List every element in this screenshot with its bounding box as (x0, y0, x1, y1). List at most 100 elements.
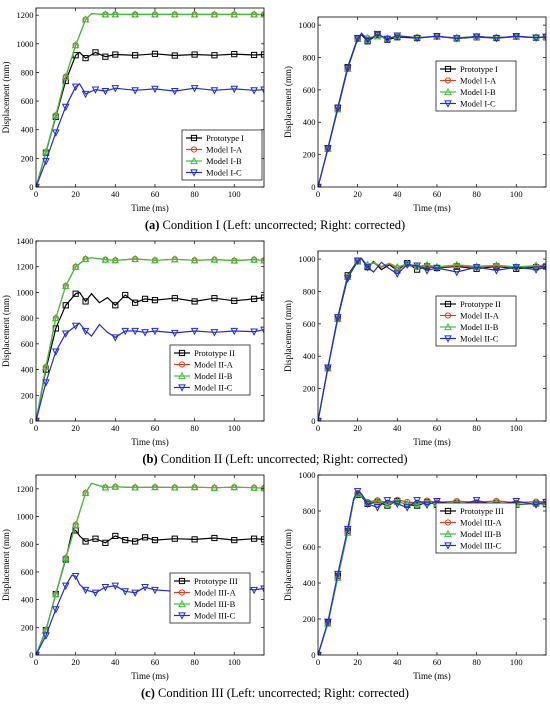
series-point (210, 255, 219, 263)
y-tick-label: 1000 (299, 20, 316, 30)
legend-label: Model III-A (194, 588, 237, 598)
series-point (353, 488, 362, 496)
y-tick-label: 400 (303, 578, 316, 588)
series-point (111, 334, 120, 342)
y-tick-label: 1000 (17, 512, 34, 522)
series-point (413, 499, 421, 508)
series-point (542, 498, 546, 507)
y-tick-label: 1400 (17, 236, 34, 246)
legend-label: Model II-C (460, 334, 499, 344)
legend-swatch-marker (444, 312, 452, 319)
series-point (423, 497, 431, 504)
x-tick-label: 20 (353, 423, 362, 433)
x-tick-label: 0 (34, 423, 38, 433)
legend-swatch-marker (178, 612, 186, 620)
x-tick-label: 100 (228, 423, 241, 433)
series-point (131, 483, 139, 491)
legend-label: Prototype II (460, 299, 501, 309)
series-point (122, 291, 129, 299)
y-tick-label: 1000 (17, 287, 34, 297)
series-point (231, 297, 238, 304)
series-point (92, 49, 99, 56)
x-tick-label: 20 (71, 423, 80, 433)
legend-swatch-marker (178, 361, 186, 368)
x-tick-label: 80 (472, 657, 481, 667)
series-point (383, 497, 392, 505)
legend-swatch-marker (190, 156, 198, 165)
series-point (260, 585, 264, 593)
series-point (210, 329, 219, 337)
y-tick-label: 0 (311, 650, 315, 660)
series-point (472, 33, 481, 41)
series-line (36, 257, 264, 421)
series-point (343, 525, 352, 534)
series-point (61, 72, 70, 80)
series-point (532, 498, 540, 507)
y-tick-label: 600 (303, 542, 316, 552)
series-point (472, 497, 481, 505)
series-line (318, 257, 546, 421)
plot-frame (35, 7, 265, 188)
legend-swatch-marker (444, 507, 452, 515)
series-point (250, 586, 258, 595)
series-point (472, 264, 481, 272)
series-point (151, 327, 159, 336)
x-tick-label: 20 (71, 657, 80, 667)
series-point (532, 261, 540, 269)
series-point (61, 553, 70, 562)
legend-swatch-marker (178, 384, 186, 392)
series-point (492, 267, 501, 275)
series-point (250, 255, 258, 263)
caption-a: (a) Condition I (Left: uncorrected; Righ… (0, 218, 550, 233)
y-tick-label: 800 (21, 313, 34, 323)
series-point (532, 266, 540, 274)
plot-frame (317, 474, 547, 656)
series-point (393, 500, 402, 509)
legend-swatch-marker (444, 100, 452, 108)
x-axis-label: Time (ms) (413, 203, 450, 213)
series-point (512, 33, 521, 41)
series-point (81, 586, 90, 595)
x-tick-label: 80 (190, 657, 199, 667)
series-point (61, 582, 70, 591)
series-model-iii-b (36, 482, 264, 655)
legend-swatch-marker (444, 542, 452, 550)
series-line (318, 32, 546, 187)
legend-label: Model II-B (460, 322, 499, 332)
y-axis-label: Displacement (mm) (1, 529, 11, 601)
series-point (363, 264, 372, 272)
y-tick-label: 600 (21, 567, 34, 577)
y-tick-label: 200 (21, 622, 34, 632)
x-tick-label: 80 (472, 423, 481, 433)
series-point (151, 85, 159, 94)
legend-label: Prototype III (194, 576, 238, 586)
x-tick-label: 80 (190, 423, 199, 433)
series-point (101, 584, 110, 592)
series-point (231, 51, 238, 58)
legend-label: Model I-A (460, 76, 497, 86)
y-tick-label: 200 (21, 390, 34, 400)
legend-swatch-marker (444, 77, 452, 84)
series-point (170, 254, 179, 263)
series-point (492, 33, 501, 41)
y-tick-label: 800 (303, 286, 316, 296)
series-model-i-a (318, 33, 546, 187)
series-point (52, 606, 60, 614)
series-point (112, 51, 119, 58)
series-point (171, 295, 178, 302)
x-tick-label: 0 (316, 657, 320, 667)
series-point (71, 83, 80, 92)
caption-b-text: Condition II (Left: uncorrected; Right: … (157, 452, 408, 466)
y-tick-label: 800 (21, 539, 34, 549)
x-tick-label: 20 (71, 189, 80, 199)
series-point (81, 488, 90, 497)
series-point (373, 30, 382, 39)
series-point (250, 328, 258, 336)
legend-swatch-marker (190, 169, 198, 177)
y-tick-label: 0 (29, 650, 33, 660)
series-point (373, 504, 382, 512)
series-point (191, 51, 198, 58)
